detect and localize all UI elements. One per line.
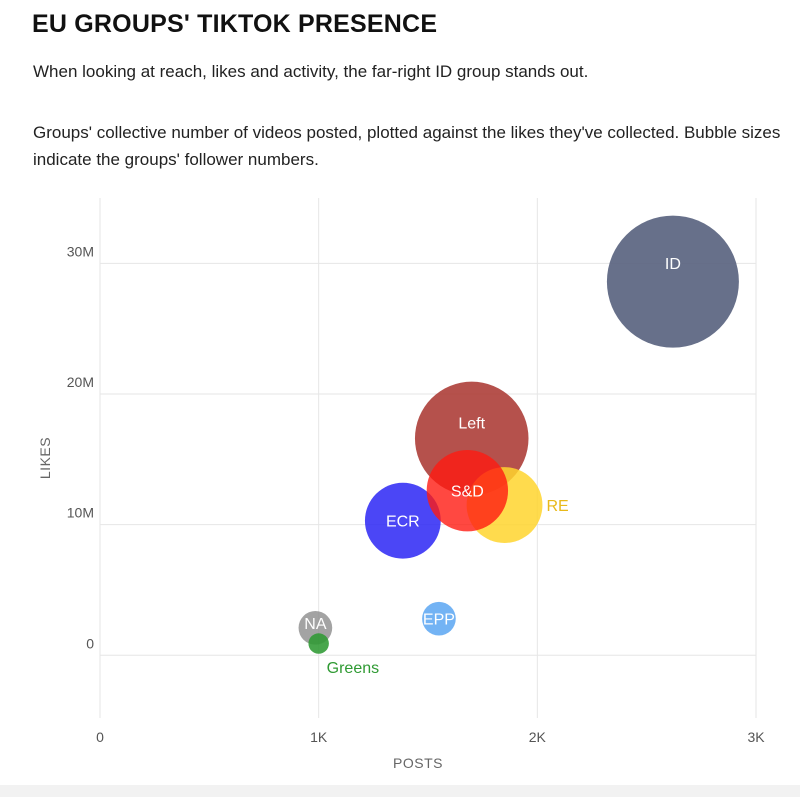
x-tick-label: 2K	[529, 729, 547, 745]
chart-subtitle: When looking at reach, likes and activit…	[33, 62, 589, 81]
bubble-label-epp: EPP	[423, 612, 455, 629]
x-axis-title: POSTS	[393, 755, 443, 771]
bubble-label-ecr: ECR	[386, 514, 420, 531]
bubble-labels: ID Left ECR RE S&D EPP NA Greens	[304, 256, 681, 677]
bubble-label-re: RE	[546, 498, 568, 515]
tick-labels: 0 1K 2K 3K 0 10M 20M 30M	[67, 243, 765, 745]
footer-strip	[0, 785, 800, 797]
bubbles-layer	[298, 215, 739, 654]
bubble-label-s-d: S&D	[451, 484, 484, 501]
bubble-epp[interactable]	[422, 601, 456, 636]
bubble-greens[interactable]	[308, 633, 329, 654]
x-tick-label: 0	[96, 729, 104, 745]
x-tick-label: 1K	[310, 729, 328, 745]
y-tick-label: 30M	[67, 243, 94, 259]
bubble-label-left: Left	[458, 416, 485, 433]
y-tick-label: 20M	[67, 374, 94, 390]
y-tick-label: 0	[86, 635, 94, 651]
bubble-label-greens: Greens	[327, 660, 379, 677]
bubble-s-d[interactable]	[426, 449, 509, 532]
bubble-label-id: ID	[665, 256, 681, 273]
chart-description: Groups' collective number of videos post…	[33, 123, 781, 169]
bubble-ecr[interactable]	[364, 482, 441, 559]
bubble-id[interactable]	[606, 215, 739, 348]
y-axis-title: LIKES	[37, 437, 53, 479]
y-tick-label: 10M	[67, 505, 94, 521]
x-tick-label: 3K	[747, 729, 765, 745]
chart-title: EU GROUPS' TIKTOK PRESENCE	[32, 10, 438, 38]
bubble-label-na: NA	[304, 616, 327, 633]
